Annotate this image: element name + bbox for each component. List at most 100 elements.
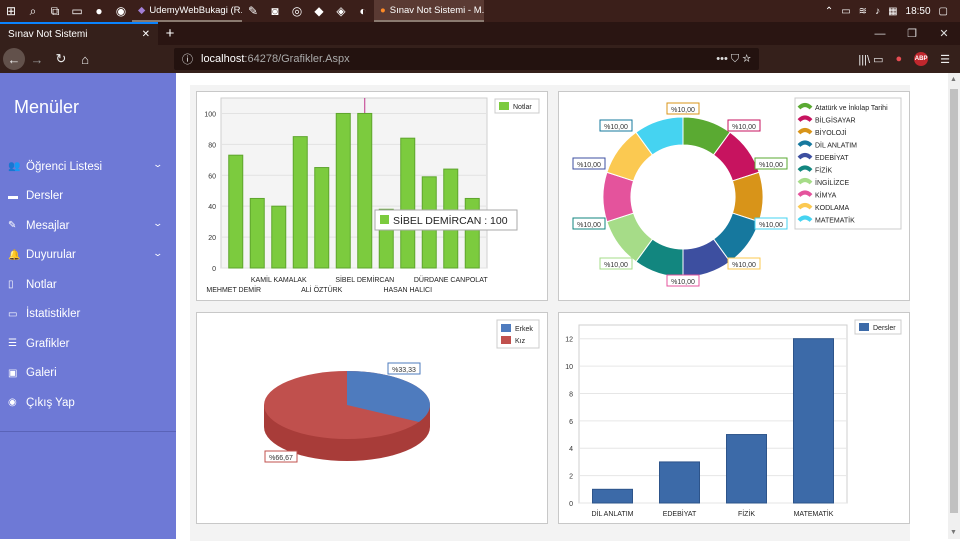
data-label-box xyxy=(572,157,606,170)
sidebar-item[interactable]: ✎ Mesajlar ⌄ xyxy=(0,211,176,241)
tab-title: Sınav Not Sistemi xyxy=(8,29,88,40)
data-label-box xyxy=(666,274,700,287)
y-tick-label: 4 xyxy=(569,446,573,453)
legend-swatch xyxy=(797,165,813,172)
app-icon[interactable]: ◐ xyxy=(359,4,367,18)
legend-label: Dersler xyxy=(873,325,896,332)
app-icon[interactable]: ◉ xyxy=(115,4,127,18)
library-icon[interactable]: |||\ ▭ xyxy=(858,53,884,66)
minimize-icon[interactable]: — xyxy=(874,27,886,40)
chevron-down-icon[interactable]: ⌄ xyxy=(152,247,164,258)
legend-box xyxy=(794,97,902,230)
scrollbar[interactable]: ▲ ▼ xyxy=(948,73,960,539)
chevron-up-icon[interactable]: ⌃ xyxy=(824,5,834,17)
network-icon[interactable]: ▦ xyxy=(888,5,898,17)
users-icon: 👥 xyxy=(8,161,21,173)
wifi-icon[interactable]: ≋ xyxy=(858,5,868,17)
scroll-down-icon[interactable]: ▼ xyxy=(950,529,957,536)
legend-swatch xyxy=(797,128,813,135)
sidebar-item[interactable]: ▬ Dersler xyxy=(0,182,176,212)
window-close-icon[interactable]: ✕ xyxy=(939,28,949,40)
url-bar[interactable]: ⓘ localhost:64278/Grafikler.Aspx ••• ⛉ ☆ xyxy=(174,48,759,70)
data-label: %33,33 xyxy=(392,367,416,374)
legend-swatch xyxy=(797,215,813,222)
app-icon[interactable]: ◈ xyxy=(336,4,346,18)
search-icon[interactable]: ⌕ xyxy=(29,3,37,18)
taskbar-task-active[interactable]: ● Sınav Not Sistemi - M... xyxy=(374,0,484,22)
sidebar-item[interactable]: ◉ Çıkış Yap xyxy=(0,388,176,418)
legend-label: Kız xyxy=(515,338,526,345)
sidebar-item[interactable]: 👥 Öğrenci Listesi ⌄ xyxy=(0,152,176,182)
adblock-icon[interactable]: ABP xyxy=(914,52,929,66)
tooltip-box xyxy=(374,209,518,231)
sidebar-item-label: Çıkış Yap xyxy=(26,396,75,409)
reload-button[interactable]: ↻ xyxy=(55,51,67,66)
taskbar-task[interactable]: ◆ UdemyWebBukagi (R... xyxy=(132,0,242,22)
sidebar-menu: 👥 Öğrenci Listesi ⌄ ▬ Dersler ✎ Mesajlar ⌄ 🔔 Duyu… xyxy=(0,152,176,418)
scroll-up-icon[interactable]: ▲ xyxy=(950,76,957,83)
legend-swatch xyxy=(501,324,511,332)
data-label-box xyxy=(264,450,298,463)
dersler-doughnut-chart: %10,00 %10,00 %10,00 %10,00 %10,00 %10,00 %10,… xyxy=(572,97,902,287)
x-tick-label: KAMİL KAMALAK xyxy=(251,275,307,284)
app-icon[interactable]: ▭ xyxy=(71,4,83,18)
app-icon[interactable]: ◙ xyxy=(271,4,279,18)
sidebar-item[interactable]: ▯ Notlar xyxy=(0,270,176,300)
app-icon[interactable]: ◎ xyxy=(291,4,303,18)
legend-swatch xyxy=(797,153,813,160)
browser-tabbar: Sınav Not Sistemi ✕ + — ❐ ✕ xyxy=(0,22,960,45)
back-button[interactable]: ← xyxy=(3,48,25,70)
sidebar-item[interactable]: ☰ Grafikler xyxy=(0,329,176,359)
legend-swatch xyxy=(797,115,813,122)
sidebar-item-label: Notlar xyxy=(26,278,57,291)
restore-icon[interactable]: ❐ xyxy=(907,28,917,40)
bar-notlar xyxy=(400,137,416,269)
chevron-down-icon[interactable]: ⌄ xyxy=(152,159,164,169)
bell-icon: 🔔 xyxy=(8,249,21,261)
page-actions[interactable]: ••• ⛉ ☆ xyxy=(716,52,751,65)
battery-icon[interactable]: ▭ xyxy=(841,5,851,17)
bar-dersler xyxy=(726,434,767,504)
sidebar-item[interactable]: 🔔 Duyurular ⌄ xyxy=(0,241,176,271)
y-tick-label: 60 xyxy=(208,173,216,180)
data-label: %10,00 xyxy=(759,162,783,169)
close-icon[interactable]: ✕ xyxy=(141,29,150,40)
chart-panel-dersler-bar: 0 2 4 6 8 10 12 DİL ANLATIM EDEBİYAT FİZİK MATEMAT… xyxy=(558,312,910,524)
data-label: %10,00 xyxy=(577,222,601,229)
visual-studio-icon: ◆ xyxy=(138,4,146,16)
scrollbar-thumb[interactable] xyxy=(950,89,958,513)
app-icon[interactable]: ● xyxy=(95,4,103,18)
y-tick-label: 20 xyxy=(208,235,216,242)
app-icon[interactable]: ✎ xyxy=(247,4,259,18)
data-label: %66,67 xyxy=(269,455,293,462)
divider xyxy=(0,431,176,432)
windows-taskbar: ⊞ ⌕ ⧉ ▭ ● ◉ ◆ UdemyWebBukagi (R... ✎ ◙ ◎… xyxy=(0,0,960,22)
data-label-box xyxy=(387,362,421,375)
volume-icon[interactable]: ♪ xyxy=(875,5,881,17)
task-view-icon[interactable]: ⧉ xyxy=(50,3,60,18)
legend-swatch xyxy=(501,336,511,344)
data-label: %10,00 xyxy=(577,162,601,169)
browser-tab[interactable]: Sınav Not Sistemi ✕ xyxy=(0,22,158,45)
notification-icon[interactable]: ▢ xyxy=(938,5,948,17)
new-tab-button[interactable]: + xyxy=(165,25,175,42)
home-button[interactable]: ⌂ xyxy=(81,51,89,67)
chevron-down-icon[interactable]: ⌄ xyxy=(152,218,164,228)
sidebar-title: Menüler xyxy=(14,97,80,117)
list-icon: ☰ xyxy=(8,338,17,350)
sidebar-item[interactable]: ▭ İstatistikler xyxy=(0,300,176,330)
y-tick-label: 10 xyxy=(565,364,573,371)
pocket-icon[interactable]: ● xyxy=(895,53,903,65)
data-label-box xyxy=(727,257,761,270)
info-icon[interactable]: ⓘ xyxy=(182,54,193,66)
y-tick-label: 80 xyxy=(208,142,216,149)
legend-label: Atatürk ve İnkılap Tarihi xyxy=(815,103,888,112)
bar-dersler xyxy=(793,338,834,504)
start-icon[interactable]: ⊞ xyxy=(5,4,17,18)
hamburger-menu-icon[interactable]: ☰ xyxy=(940,53,950,66)
forward-button[interactable]: → xyxy=(30,51,44,67)
clock[interactable]: 18:50 xyxy=(905,5,931,17)
app-icon[interactable]: ◆ xyxy=(314,4,324,18)
sidebar-item[interactable]: ▣ Galeri xyxy=(0,359,176,389)
sidebar-item-label: İstatistikler xyxy=(26,308,81,321)
